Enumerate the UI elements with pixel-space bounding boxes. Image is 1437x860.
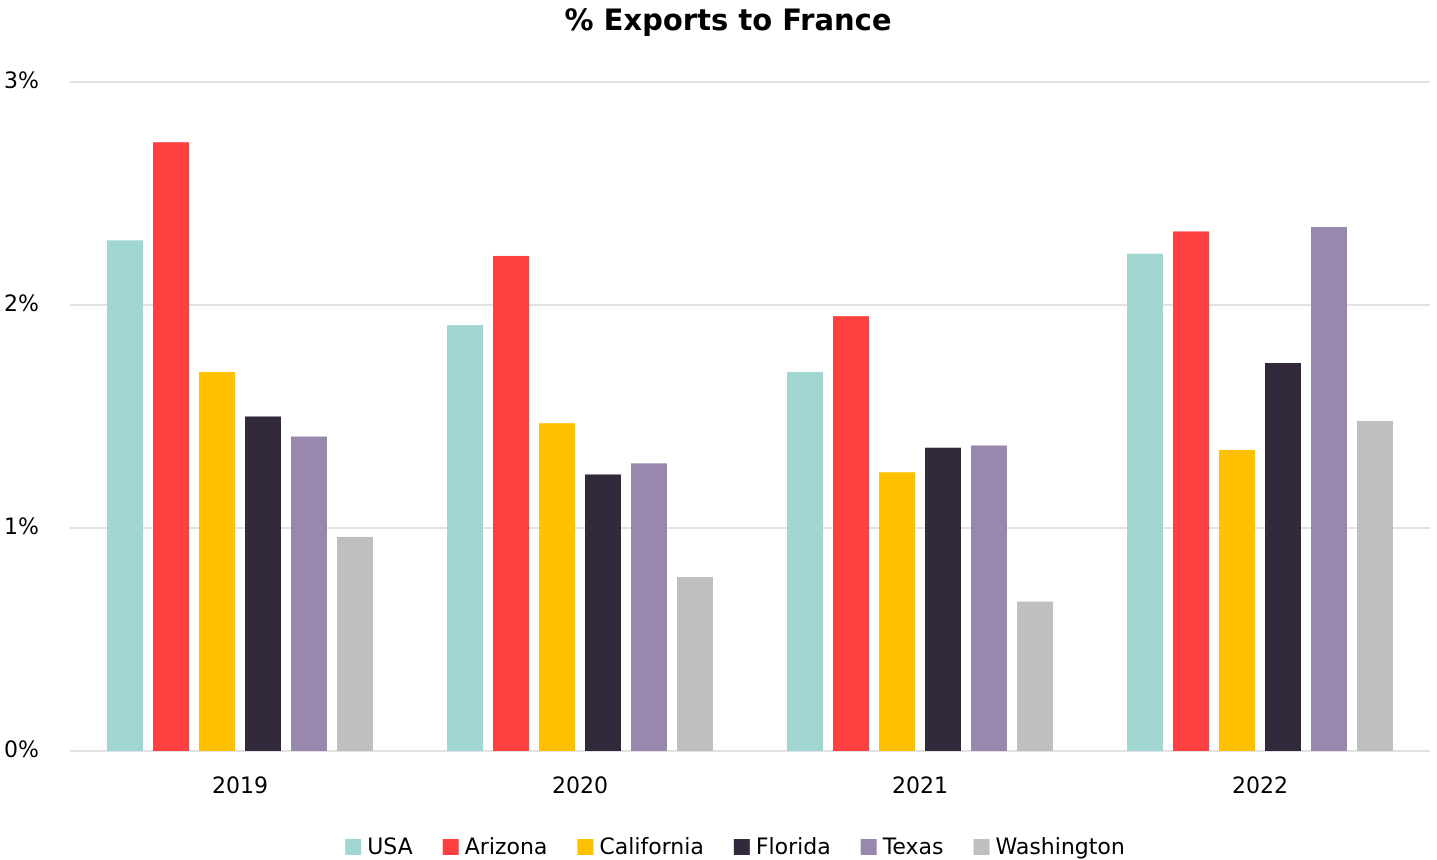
legend-label: USA [367, 835, 413, 860]
y-tick-label: 3% [4, 69, 39, 94]
bar [1173, 231, 1209, 751]
bar [153, 142, 189, 751]
bar [539, 423, 575, 751]
bar [971, 445, 1007, 751]
x-tick-label: 2020 [552, 774, 608, 799]
bar [1127, 253, 1163, 751]
bar [631, 463, 667, 751]
bar [337, 536, 373, 751]
x-tick-label: 2021 [892, 774, 948, 799]
bar [925, 447, 961, 751]
bar [833, 316, 869, 751]
bar [245, 416, 281, 751]
legend-swatch [860, 839, 877, 855]
bar [1311, 226, 1347, 751]
bar [199, 371, 235, 751]
legend-swatch [442, 839, 459, 855]
bar [787, 371, 823, 751]
bar [1265, 362, 1301, 751]
y-tick-label: 0% [4, 738, 39, 763]
bar [585, 474, 621, 751]
y-tick-label: 2% [4, 292, 39, 317]
x-tick-label: 2022 [1232, 774, 1288, 799]
legend-swatch [345, 839, 362, 855]
chart-title: % Exports to France [564, 3, 891, 37]
x-tick-label: 2019 [212, 774, 268, 799]
legend-label: Washington [996, 835, 1125, 860]
legend-label: California [599, 835, 703, 860]
legend-swatch [733, 839, 750, 855]
legend-label: Florida [756, 835, 831, 860]
bar [291, 436, 327, 751]
bar [1017, 601, 1053, 751]
bar [493, 255, 529, 751]
legend-label: Texas [882, 835, 944, 860]
legend-swatch [577, 839, 594, 855]
bar [1357, 420, 1393, 751]
legend-label: Arizona [465, 835, 548, 860]
bar [107, 240, 143, 751]
bar [1219, 449, 1255, 751]
bar [879, 472, 915, 751]
y-tick-label: 1% [4, 515, 39, 540]
legend-swatch [973, 839, 990, 855]
bar [447, 325, 483, 751]
bar [677, 577, 713, 751]
